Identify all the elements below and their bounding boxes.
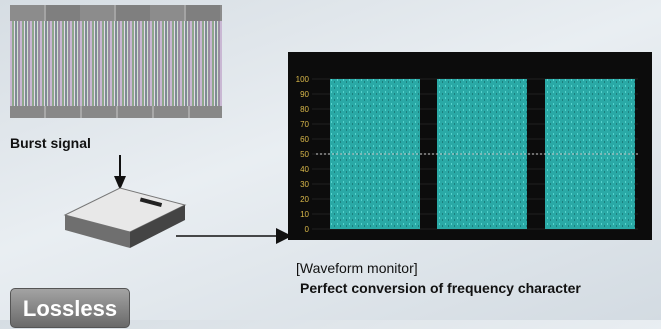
- scale-label: 10: [300, 210, 309, 219]
- waveform-block: [330, 79, 420, 229]
- scale-label: 100: [296, 75, 310, 84]
- scale-label: 60: [300, 135, 309, 144]
- badge: Lossless: [10, 288, 130, 328]
- arrow-head: [276, 228, 292, 244]
- scale-label: 0: [305, 225, 310, 234]
- burst-image: [10, 5, 222, 118]
- converter-device: [63, 187, 187, 248]
- scale-label: 70: [300, 120, 309, 129]
- scale-label: 80: [300, 105, 309, 114]
- waveform-title: [Waveform monitor]: [296, 260, 418, 276]
- scale-label: 40: [300, 165, 309, 174]
- burst-caption: Burst signal: [10, 135, 91, 151]
- arrow-head: [114, 176, 126, 190]
- scale-label: 50: [300, 150, 309, 159]
- scale-label: 30: [300, 180, 309, 189]
- waveform-caption: Perfect conversion of frequency characte…: [300, 280, 581, 296]
- scale-label: 20: [300, 195, 309, 204]
- scale-label: 90: [300, 90, 309, 99]
